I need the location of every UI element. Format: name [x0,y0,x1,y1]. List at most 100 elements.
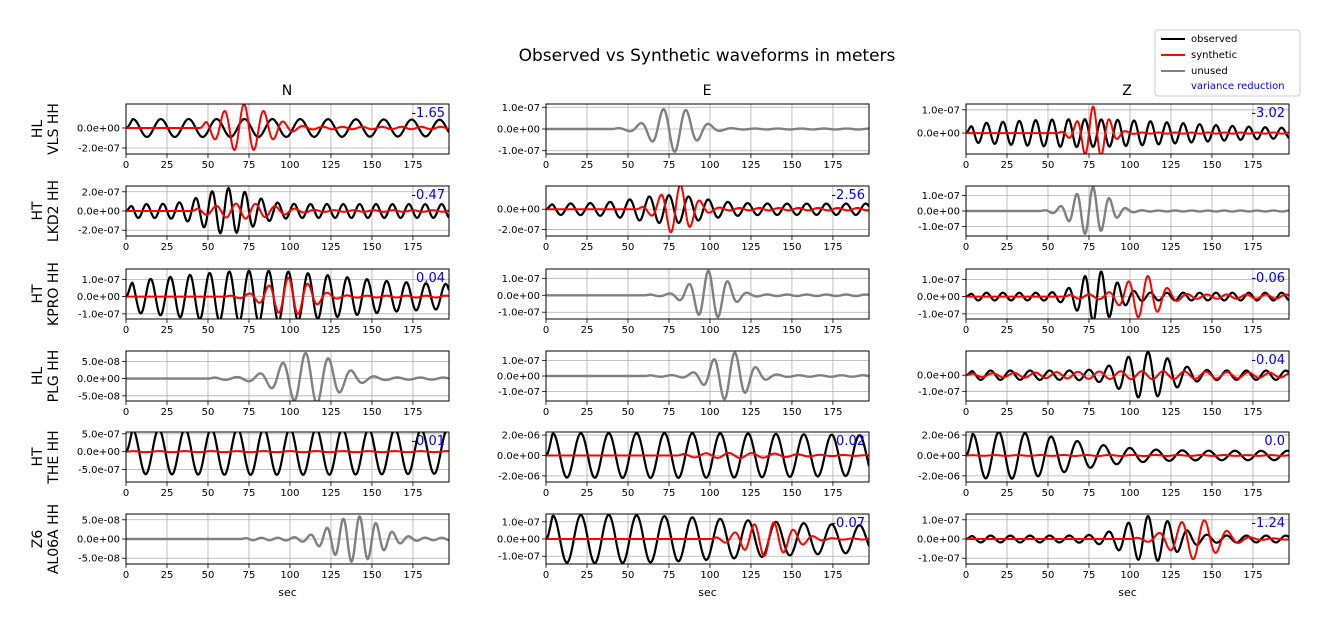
x-tick-label: 175 [403,488,422,499]
synthetic-trace [966,105,1289,154]
synthetic-trace [126,450,449,454]
x-tick-label: 175 [823,160,842,171]
x-tick-label: 125 [1161,160,1180,171]
y-tick-label: -2.0e-06 [918,471,960,482]
panel-n-2: 0 25 50 75 100 125 150 175 1.0e-07 0.0e+00 -1.0e-0… [77,268,450,336]
column-title-n: N [282,83,292,99]
panel-n-3: 0 25 50 75 100 125 150 175 5.0e-08 0.0e+00 -5.0e-0… [77,350,450,418]
x-tick-label: 25 [581,488,594,499]
x-tick-label: 150 [782,160,801,171]
y-tick-label: -2.0e-07 [78,144,120,155]
x-tick-label: 75 [663,325,676,336]
x-tick-label: 75 [1083,570,1096,581]
observed-trace [966,270,1289,319]
x-tick-label: 75 [243,325,256,336]
x-tick-label: 25 [161,325,174,336]
x-tick-label: 100 [280,242,299,253]
y-tick-label: 0.0e+00 [917,292,960,303]
station-network-label: HT [30,201,46,221]
y-tick-label: -5.0e-08 [78,554,120,565]
x-tick-label: 75 [243,407,256,418]
x-tick-label: 50 [202,325,215,336]
x-tick-label: 0 [963,407,969,418]
x-tick-label: 0 [123,570,129,581]
y-tick-label: 0.0e+00 [77,207,120,218]
x-tick-label: 125 [741,407,760,418]
observed-trace [966,432,1289,480]
x-tick-label: 175 [403,325,422,336]
x-tick-label: 50 [1042,160,1055,171]
station-name-label: LKD2 HH [46,180,62,242]
x-tick-label: 150 [362,488,381,499]
y-tick-label: 1.0e-07 [502,517,540,528]
y-tick-label: 0.0e+00 [497,451,540,462]
waveform-panels: 0 25 50 75 100 125 150 1750.0e+00-2.0e-07-1.650… [77,103,1290,599]
x-tick-label: 75 [663,488,676,499]
x-tick-label: 100 [1120,407,1139,418]
variance-reduction-value: -2.56 [831,188,865,203]
x-tick-label: 150 [362,160,381,171]
panel-e-5: 0 25 50 75 100 125 150 175 1.0e-07 0.0e+00 -1.0e-0… [497,513,870,599]
x-tick-label: 0 [123,160,129,171]
panel-z-2: 0 25 50 75 100 125 150 175 1.0e-07 0.0e+00 -1.0e-0… [917,268,1290,336]
x-tick-label: 25 [161,160,174,171]
x-tick-label: 150 [362,407,381,418]
x-tick-label: 75 [1083,242,1096,253]
panel-frame [965,513,1290,565]
unused-trace [126,515,449,563]
panel-n-5: 0 25 50 75 100 125 150 175 5.0e-08 0.0e+00 -5.0e-0… [77,513,450,599]
x-tick-label: 25 [581,242,594,253]
x-tick-label: 0 [963,242,969,253]
x-tick-label: 100 [700,570,719,581]
x-tick-label: 125 [1161,242,1180,253]
x-tick-label: 25 [1001,407,1014,418]
x-tick-label: 50 [1042,325,1055,336]
y-tick-label: 2.0e-07 [82,187,120,198]
x-tick-label: 0 [963,488,969,499]
column-title-e: E [703,83,712,99]
panel-frame [125,513,450,565]
x-tick-label: 0 [963,570,969,581]
y-tick-label: -2.0e-07 [498,225,540,236]
x-tick-label: 125 [1161,570,1180,581]
y-tick-label: 0.0e+00 [917,207,960,218]
x-tick-label: 25 [161,570,174,581]
x-tick-label: 25 [1001,160,1014,171]
y-tick-label: 0.0e+00 [77,124,120,135]
variance-reduction-value: 0.0 [1264,434,1285,449]
panel-frame [125,431,450,483]
observed-trace [966,118,1289,149]
observed-trace [126,117,449,139]
x-tick-label: 100 [1120,242,1139,253]
x-tick-label: 175 [1243,407,1262,418]
station-name-label: THE HH [46,430,62,484]
legend-synthetic-label: synthetic [1191,50,1237,61]
y-tick-label: 1.0e-07 [922,191,960,202]
y-tick-label: -5.0e-07 [78,465,120,476]
y-tick-label: 1.0e-07 [922,105,960,116]
x-tick-label: 175 [1243,242,1262,253]
station-network-label: HT [30,447,46,467]
variance-reduction-value: 0.02 [836,434,865,449]
x-tick-label: 150 [362,570,381,581]
variance-reduction-value: -0.47 [411,188,445,203]
x-tick-label: 175 [823,407,842,418]
x-tick-label: 75 [1083,488,1096,499]
variance-reduction-value: -0.06 [1251,271,1285,286]
x-tick-label: 100 [280,570,299,581]
x-tick-label: 175 [403,407,422,418]
x-tick-label: 50 [622,570,635,581]
x-tick-label: 100 [1120,488,1139,499]
y-tick-label: 0.0e+00 [77,374,120,385]
x-tick-label: 125 [741,488,760,499]
y-tick-label: 0.0e+00 [497,205,540,216]
x-tick-label: 50 [202,242,215,253]
unused-trace [966,186,1289,235]
x-tick-label: 175 [1243,160,1262,171]
x-tick-label: 125 [741,160,760,171]
x-tick-label: 150 [1202,488,1221,499]
x-tick-label: 50 [1042,407,1055,418]
x-tick-label: 125 [321,242,340,253]
x-tick-label: 0 [543,407,549,418]
x-tick-label: 75 [1083,407,1096,418]
